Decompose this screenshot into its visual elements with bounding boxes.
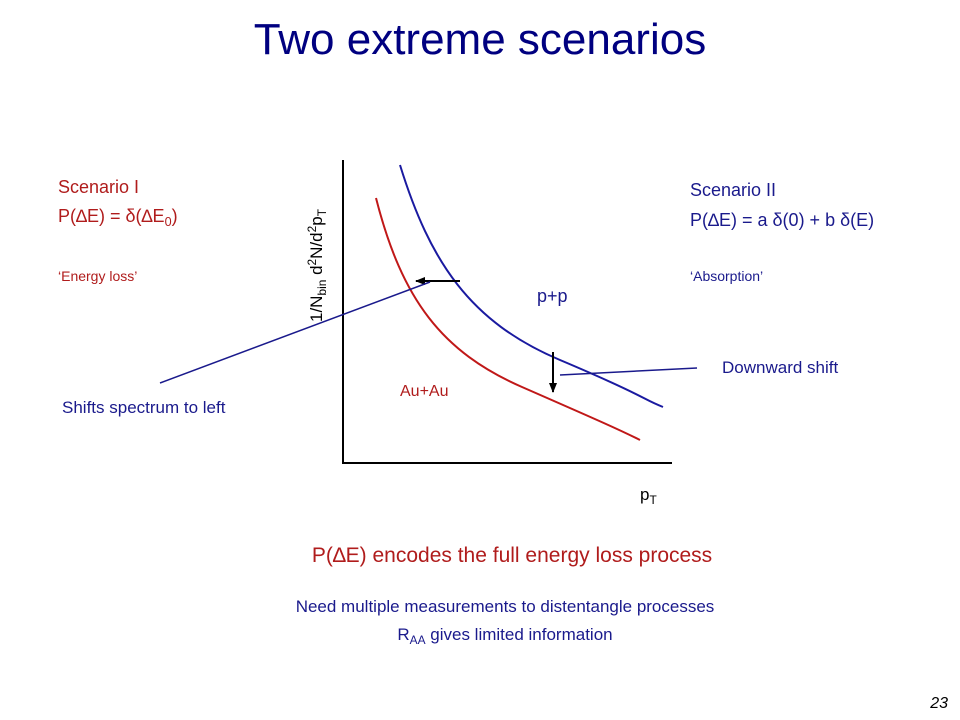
scenario-note: ‘Energy loss’	[58, 268, 137, 284]
scenario-effect: Downward shift	[722, 358, 838, 377]
curve-label: p+p	[537, 286, 568, 306]
label-superscript: 2	[305, 225, 319, 232]
label-part: d	[307, 265, 326, 279]
page-number: 23	[929, 695, 948, 712]
note-text: RAA gives limited information	[397, 625, 612, 647]
pp-curve	[399, 164, 664, 408]
summary-text: P(∆E) encodes the full energy loss proce…	[312, 544, 712, 567]
slide-title: Two extreme scenarios	[254, 15, 706, 64]
auau-curve	[375, 197, 641, 441]
scenario-formula: P(∆E) = δ(∆E0)	[58, 206, 178, 229]
scenario-effect: Shifts spectrum to left	[62, 398, 226, 417]
curve-label: Au+Au	[400, 383, 448, 400]
label-subscript: T	[649, 493, 656, 507]
callout-line	[559, 367, 698, 376]
formula-part: P(∆E) = δ(∆E	[58, 206, 165, 226]
label-part: p	[307, 216, 326, 225]
callout-line	[159, 281, 431, 384]
note-part: gives limited information	[426, 625, 613, 644]
label-part: 1/N	[307, 296, 326, 322]
formula-subscript: 0	[165, 215, 172, 229]
scenario-heading: Scenario II	[690, 180, 776, 200]
label-superscript: 2	[305, 258, 319, 265]
scenario-formula: P(∆E) = a δ(0) + b δ(E)	[690, 210, 874, 230]
label-subscript: T	[315, 209, 329, 216]
label-part: p	[640, 485, 649, 504]
y-axis-label: 1/Nbin d2N/d2pT	[305, 209, 329, 322]
note-text: Need multiple measurements to distentang…	[296, 597, 715, 616]
formula-part: )	[172, 206, 178, 226]
label-subscript: bin	[315, 280, 329, 296]
label-part: N/d	[307, 232, 326, 258]
note-part: R	[397, 625, 409, 644]
scenario-heading: Scenario I	[58, 177, 139, 197]
note-subscript: AA	[410, 633, 426, 647]
scenario-note: ‘Absorption’	[690, 268, 763, 284]
x-axis-label: pT	[640, 485, 657, 507]
